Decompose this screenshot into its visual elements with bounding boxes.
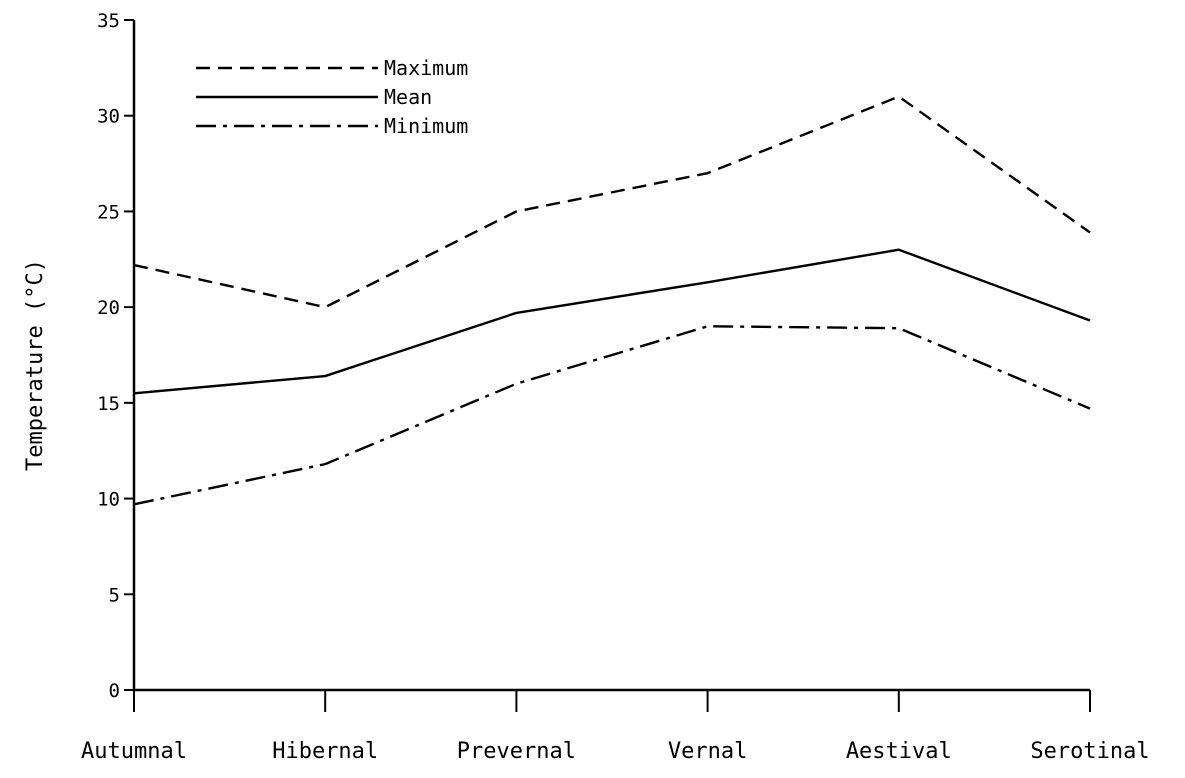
series-line-minimum <box>133 325 1091 506</box>
series-group <box>133 95 1091 506</box>
y-tick-label: 5 <box>109 584 120 606</box>
x-tick-label: Aestival <box>846 739 952 764</box>
x-tick-label: Serotinal <box>1030 739 1149 764</box>
legend-label-mean: Mean <box>384 85 432 109</box>
x-tick-label: Vernal <box>668 739 747 764</box>
y-tick-label: 30 <box>97 106 120 128</box>
x-tick-label: Hibernal <box>272 739 378 764</box>
legend-label-maximum: Maximum <box>384 56 468 80</box>
y-tick-label: 10 <box>97 489 120 511</box>
y-tick-label: 35 <box>97 10 120 32</box>
series-line-maximum <box>133 95 1091 309</box>
y-axis-title: Temperature (°C) <box>23 259 48 471</box>
legend-label-minimum: Minimum <box>384 114 468 138</box>
series-line-mean <box>133 248 1091 395</box>
x-tick-label: Autumnal <box>81 739 187 764</box>
legend: Maximum Mean Minimum <box>196 56 468 138</box>
y-tick-label: 20 <box>97 297 120 319</box>
y-tick-label: 15 <box>97 393 120 415</box>
x-tick-label: Prevernal <box>457 739 576 764</box>
axes-group: 0 5 10 15 20 25 30 35 Autumnal Hibernal Prevernal V… <box>81 10 1150 764</box>
y-tick-label: 0 <box>109 680 120 702</box>
y-tick-label: 25 <box>97 201 120 223</box>
